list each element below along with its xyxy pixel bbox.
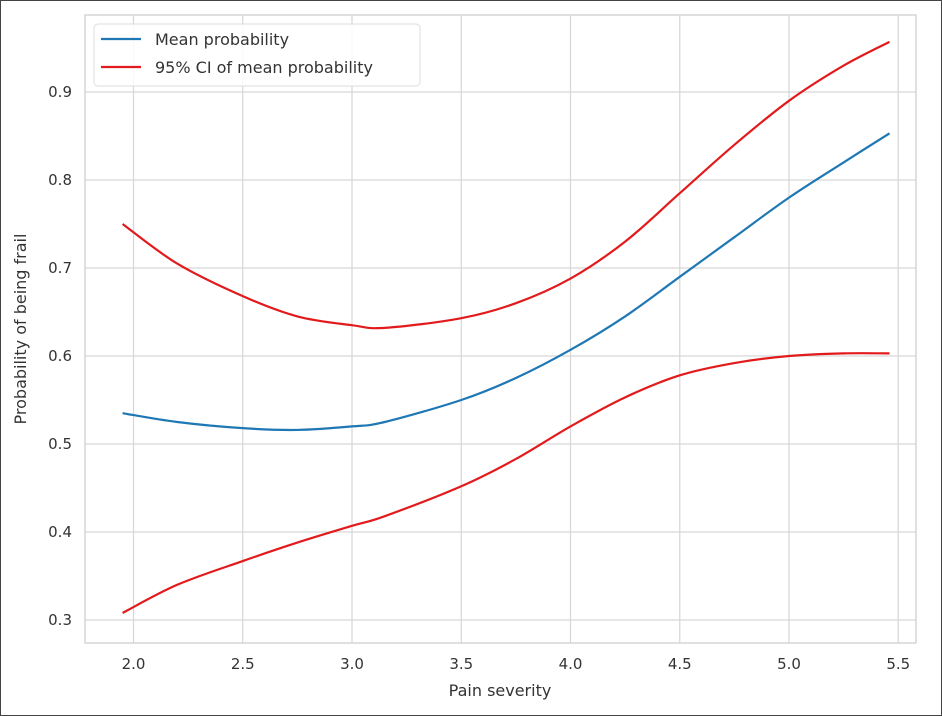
series-line-2	[122, 352, 890, 614]
series-lines	[121, 40, 891, 614]
x-tick-label: 3.5	[449, 655, 473, 673]
legend: Mean probability 95% CI of mean probabil…	[93, 23, 421, 87]
legend-entry-mean: Mean probability	[155, 30, 289, 49]
y-tick-label: 0.5	[48, 435, 72, 453]
y-tick-label: 0.6	[48, 347, 72, 365]
grid	[85, 15, 916, 643]
x-tick-label: 2.5	[231, 655, 255, 673]
series-line-1	[121, 40, 891, 330]
x-tick-label: 2.0	[122, 655, 146, 673]
legend-box	[93, 23, 421, 87]
x-tick-label: 4.0	[559, 655, 583, 673]
x-tick-label: 3.0	[340, 655, 364, 673]
x-tick-label: 5.5	[886, 655, 910, 673]
x-tick-label: 4.5	[668, 655, 692, 673]
x-ticks: 2.0 2.5 3.0 3.5 4.0 4.5 5.0 5.5	[122, 655, 911, 673]
x-tick-label: 5.0	[777, 655, 801, 673]
y-tick-label: 0.3	[48, 611, 72, 629]
y-tick-label: 0.9	[48, 83, 72, 101]
y-tick-label: 0.8	[48, 171, 72, 189]
y-tick-label: 0.7	[48, 259, 72, 277]
y-tick-label: 0.4	[48, 523, 72, 541]
legend-entry-ci: 95% CI of mean probability	[155, 58, 373, 77]
series-line-0	[122, 132, 891, 432]
y-ticks: 0.3 0.4 0.5 0.6 0.7 0.8 0.9	[48, 83, 72, 629]
y-axis-label: Probability of being frail	[11, 234, 30, 425]
plot-area	[84, 14, 917, 644]
x-axis-label: Pain severity	[449, 681, 552, 700]
